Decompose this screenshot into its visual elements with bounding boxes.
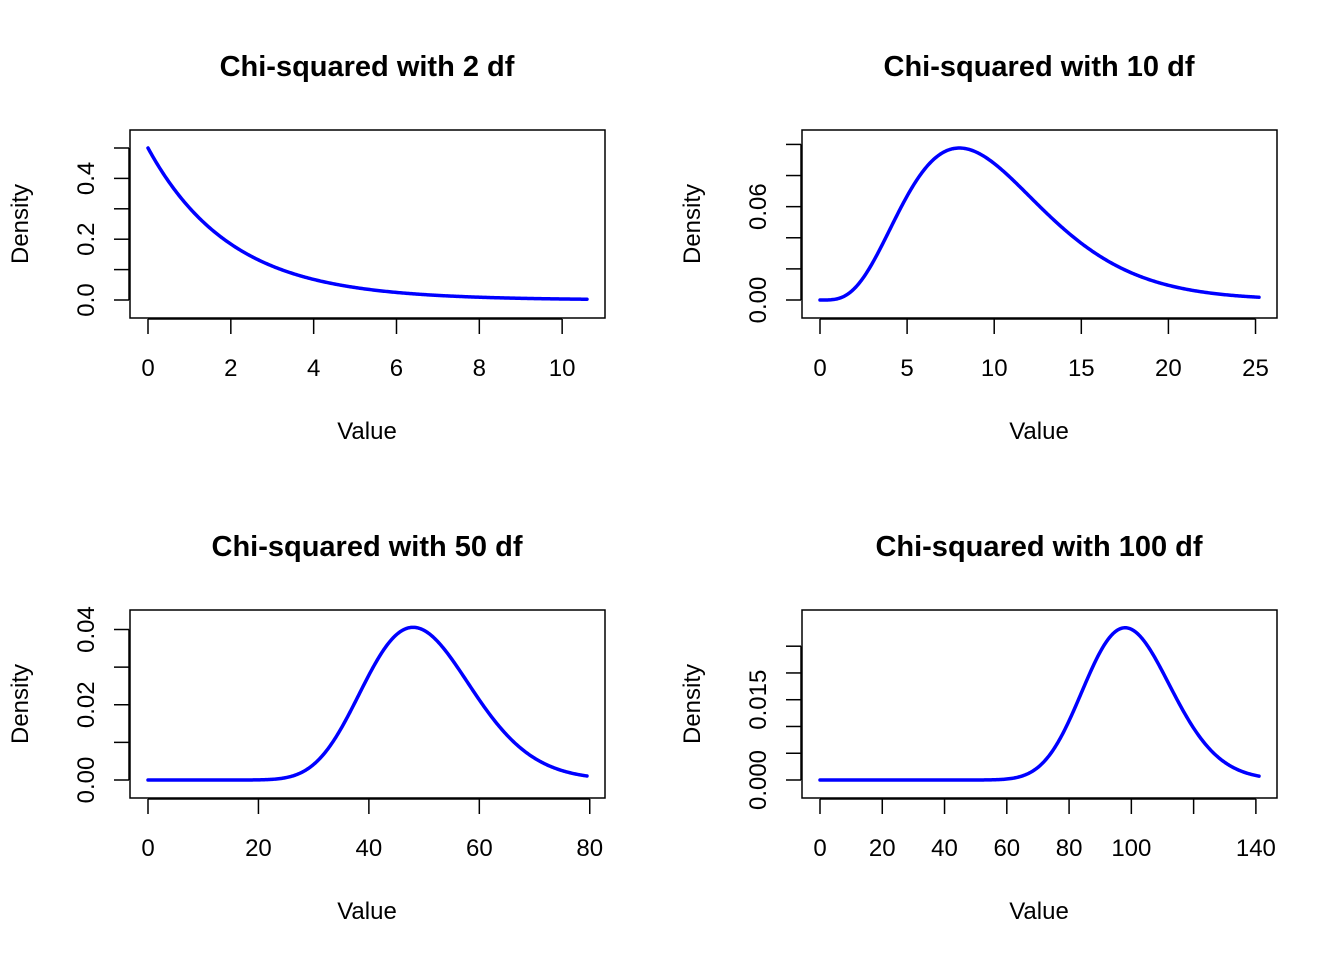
density-curve [146,625,589,782]
x-tick-label: 20 [245,835,272,862]
panel-2: Chi-squared with 10 df 0 5 10 15 20 25 0.00 0.06… [679,51,1278,445]
panel-1: Chi-squared with 2 df 0 2 4 6 8 10 0.0 0.2 0.4 Val… [7,51,606,445]
x-tick-label: 6 [390,355,403,382]
x-tick-label: 0 [141,835,154,862]
panel-4: Chi-squared with 100 df 0 20 40 60 80 100 140 0.… [679,531,1278,925]
x-tick-label: 5 [900,355,913,382]
x-tick-label: 15 [1068,355,1095,382]
y-axis-label: Density [679,184,706,264]
x-tick-label: 2 [224,355,237,382]
density-curve [146,146,589,301]
x-axis-label: Value [1009,418,1069,445]
x-tick-label: 100 [1111,835,1151,862]
x-axis-label: Value [337,418,397,445]
x-tick-label: 0 [141,355,154,382]
x-tick-label: 60 [466,835,493,862]
x-axis-label: Value [337,898,397,925]
plot-frame [129,609,606,799]
density-curve [818,626,1261,782]
chart-title: Chi-squared with 10 df [884,51,1195,83]
x-tick-label: 80 [1056,835,1083,862]
x-tick-label: 40 [931,835,958,862]
x-tick-label: 4 [307,355,320,382]
chart-title: Chi-squared with 100 df [875,531,1202,563]
y-tick-label: 0.00 [73,757,100,804]
panel-3: Chi-squared with 50 df 0 20 40 60 80 0.00 0.02 0… [7,531,606,925]
x-axis-label: Value [1009,898,1069,925]
x-tick-label: 25 [1242,355,1269,382]
y-tick-label: 0.015 [745,670,772,730]
y-tick-label: 0.0 [73,283,100,316]
plot-frame [801,129,1278,319]
y-axis-label: Density [7,664,34,744]
y-tick-label: 0.000 [745,750,772,810]
chart-title: Chi-squared with 50 df [212,531,523,563]
plot-frame [129,129,606,319]
chart-title: Chi-squared with 2 df [220,51,515,83]
y-tick-label: 0.06 [745,183,772,230]
x-tick-label: 8 [473,355,486,382]
y-axis-label: Density [7,184,34,264]
x-tick-label: 20 [1155,355,1182,382]
y-tick-label: 0.04 [73,606,100,653]
x-tick-label: 140 [1236,835,1276,862]
x-tick-label: 0 [813,835,826,862]
x-tick-label: 80 [576,835,603,862]
y-tick-label: 0.00 [745,277,772,324]
x-tick-label: 40 [356,835,383,862]
y-axis-label: Density [679,664,706,744]
x-tick-label: 20 [869,835,896,862]
x-tick-label: 10 [981,355,1008,382]
y-tick-label: 0.4 [73,162,100,195]
plot-frame [801,609,1278,799]
x-tick-label: 10 [549,355,576,382]
x-tick-label: 0 [813,355,826,382]
y-tick-label: 0.2 [73,223,100,256]
density-curve [818,146,1261,302]
x-tick-label: 60 [993,835,1020,862]
y-tick-label: 0.02 [73,681,100,728]
